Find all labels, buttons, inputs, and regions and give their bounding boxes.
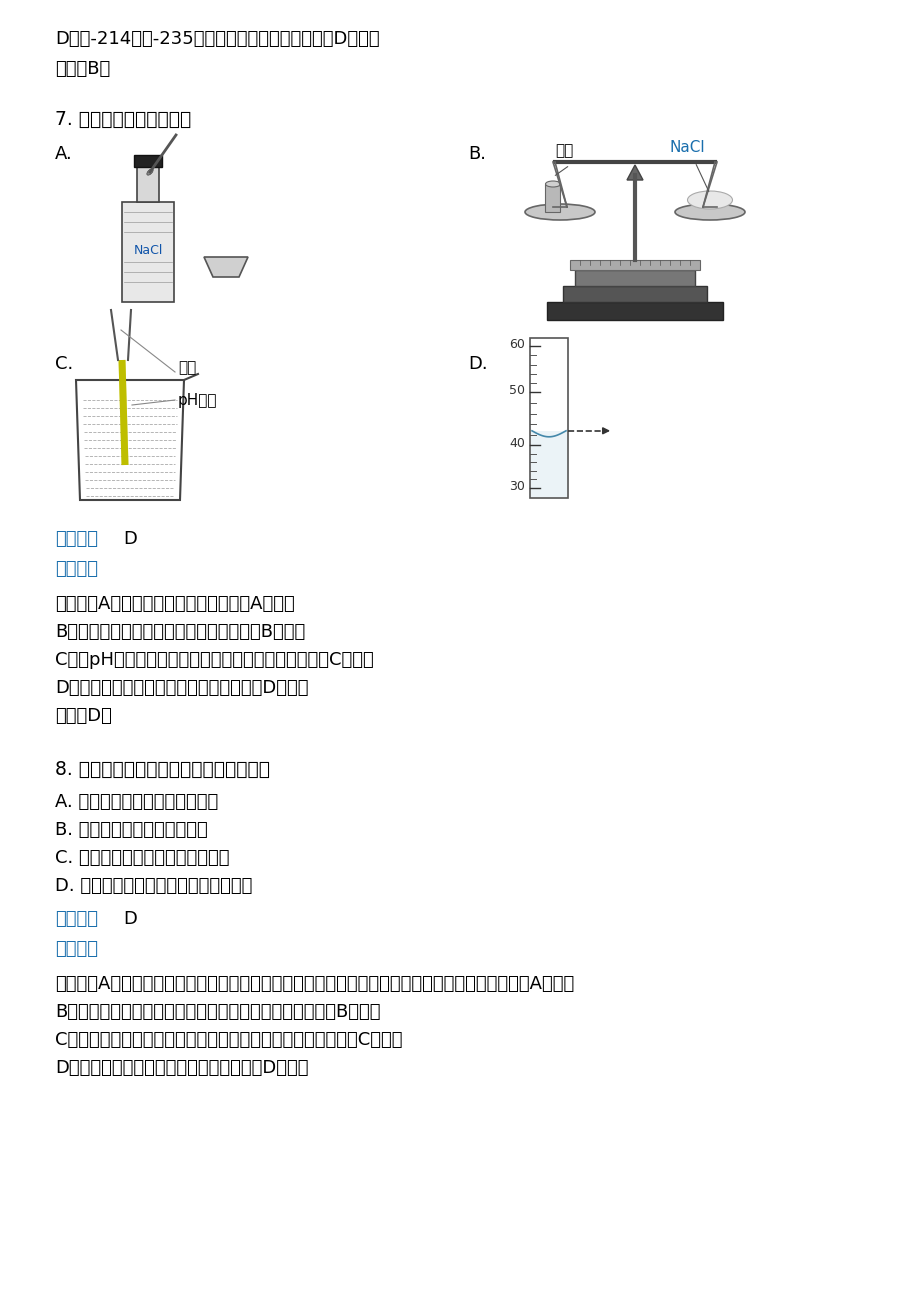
Text: 40: 40 (508, 437, 525, 450)
Text: 60: 60 (508, 339, 525, 352)
Text: D. 比较黄铜片与铜片的硬度：相互刻画: D. 比较黄铜片与铜片的硬度：相互刻画 (55, 878, 252, 894)
Bar (574, 270, 694, 286)
Text: D.: D. (468, 355, 487, 372)
Text: D、比较黄铜片与铜片的硬度：相互刻画，D正确。: D、比较黄铜片与铜片的硬度：相互刻画，D正确。 (55, 1059, 308, 1077)
Polygon shape (627, 165, 642, 180)
Text: C、测pH值，试纸不能放入待测液中，会污染待测液，C错误。: C、测pH值，试纸不能放入待测液中，会污染待测液，C错误。 (55, 651, 373, 669)
Text: B、托盘天平使用，左物右码，图示不符，B错误。: B、托盘天平使用，左物右码，图示不符，B错误。 (55, 622, 305, 641)
Ellipse shape (525, 204, 595, 220)
Text: 30: 30 (508, 480, 525, 493)
Text: 【解析】: 【解析】 (55, 940, 98, 958)
Text: B、闻气体气味用扇闻法，不能靠近瓶口吸气，容易呛到，B错误。: B、闻气体气味用扇闻法，不能靠近瓶口吸气，容易呛到，B错误。 (55, 1003, 380, 1021)
Text: 【详解】A、浓硫酸稀释，将浓硫酸倒入水中，且用玻璃棒不断搅拌，防止局部温度过高液体飞溅，A错误。: 【详解】A、浓硫酸稀释，将浓硫酸倒入水中，且用玻璃棒不断搅拌，防止局部温度过高液… (55, 975, 573, 993)
Text: 50: 50 (508, 384, 525, 397)
Ellipse shape (147, 169, 153, 176)
Text: C、氢气密度比空气小，防止空气逸出，试管口向下移近火焰，C错误。: C、氢气密度比空气小，防止空气逸出，试管口向下移近火焰，C错误。 (55, 1031, 403, 1049)
Text: D、铀-214与铀-235质子数相同，属于同种元素，D错误。: D、铀-214与铀-235质子数相同，属于同种元素，D错误。 (55, 30, 380, 48)
Text: B.: B. (468, 145, 485, 163)
Text: 故选：D。: 故选：D。 (55, 707, 112, 725)
Text: NaCl: NaCl (133, 243, 163, 256)
Polygon shape (204, 256, 248, 277)
Text: 【解析】: 【解析】 (55, 560, 98, 578)
Text: B. 闻气体气味，靠近瓶口吸气: B. 闻气体气味，靠近瓶口吸气 (55, 822, 208, 838)
Bar (530, 431, 566, 497)
FancyBboxPatch shape (137, 167, 159, 202)
Text: 【详解】A、药品取用，瓶塞需要倒放，A错误。: 【详解】A、药品取用，瓶塞需要倒放，A错误。 (55, 595, 294, 613)
Text: 镊子: 镊子 (177, 359, 196, 375)
Bar (570, 260, 699, 270)
Bar (529, 339, 567, 497)
Text: 【答案】: 【答案】 (55, 910, 98, 928)
Text: NaCl: NaCl (669, 141, 705, 155)
Text: D、量筒读数视线应与凹液面最低处相平，D正确。: D、量筒读数视线应与凹液面最低处相平，D正确。 (55, 680, 308, 697)
Text: 故选：B。: 故选：B。 (55, 60, 110, 78)
Bar (562, 286, 706, 302)
Text: C.: C. (55, 355, 74, 372)
FancyBboxPatch shape (122, 202, 174, 302)
Text: D: D (123, 910, 137, 928)
Ellipse shape (686, 191, 732, 210)
Text: 7. 下列实验操作规范的是: 7. 下列实验操作规范的是 (55, 109, 191, 129)
Text: 8. 小明同学记录的下列实验操作正确的是: 8. 小明同学记录的下列实验操作正确的是 (55, 760, 269, 779)
FancyBboxPatch shape (134, 155, 162, 167)
Text: D: D (123, 530, 137, 548)
Ellipse shape (545, 181, 560, 187)
Text: 【答案】: 【答案】 (55, 530, 98, 548)
Text: 砝码: 砝码 (554, 143, 573, 158)
Text: A.: A. (55, 145, 73, 163)
Ellipse shape (675, 204, 744, 220)
Bar (547, 302, 722, 320)
Text: C. 氢气验纯：试管口向上移近火焰: C. 氢气验纯：试管口向上移近火焰 (55, 849, 229, 867)
Text: A. 浓硫酸稀释，将水倒入浓硫酸: A. 浓硫酸稀释，将水倒入浓硫酸 (55, 793, 218, 811)
Text: pH试纸: pH试纸 (177, 393, 217, 408)
Bar (544, 184, 560, 212)
